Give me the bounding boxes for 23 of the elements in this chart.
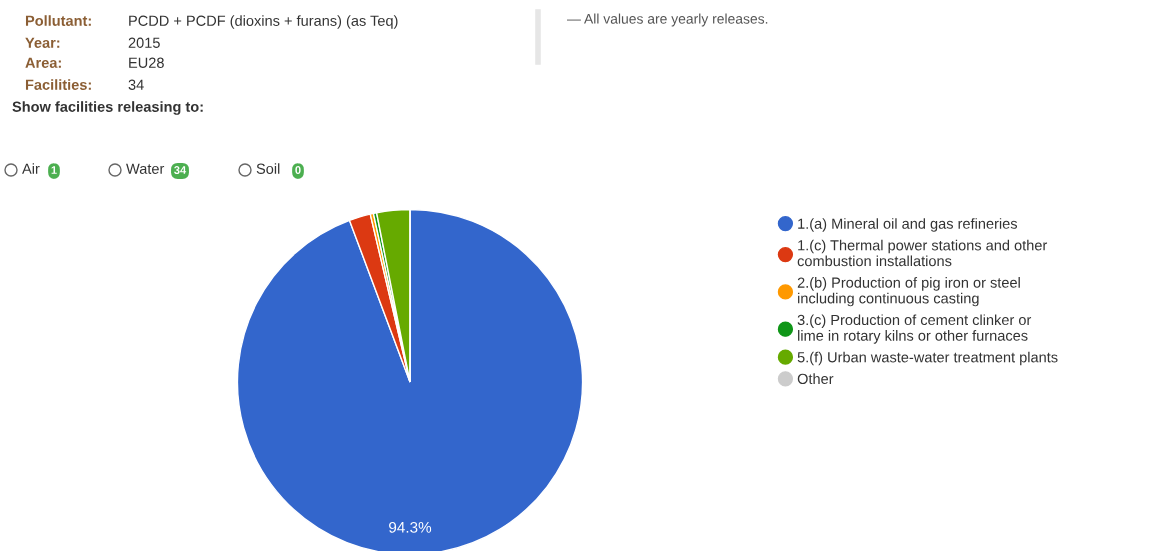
text: 0 [295,166,301,174]
text: EU28 [129,57,164,68]
text: — All values are yearly releases. [567,13,768,27]
text: PCDD + PCDF (dioxins + furans) (as Teq) [129,15,398,29]
text: 1 [51,166,57,174]
legend-label: 5.(f) Urban waste-water treatment plants [797,351,1058,366]
text: Pollutant: [25,15,91,26]
text: Soil [256,163,280,174]
legend-label: 1.(a) Mineral oil and gas refineries [798,218,1018,232]
data-label: 94.3% [389,521,432,533]
text: Area: [25,57,61,68]
legend-label: 1.(c) Thermal power stations and other combustion installations [797,239,1048,267]
text: Show facilities releasing to: [12,101,203,115]
legend-label: 2.(b) Production of pig iron or steel including continuous casting [797,277,1020,307]
text: Facilities: [25,79,91,90]
text: Air [22,163,40,174]
text: 34 [128,79,144,90]
text: 34 [174,166,187,174]
text: 2015 [128,37,160,48]
text: Year: [25,37,60,48]
legend-label: 3.(c) Production of cement clinker or lime in rotary kilns or other furnaces [797,314,1032,344]
text: Water [126,163,165,174]
legend-label: Other [797,373,834,385]
